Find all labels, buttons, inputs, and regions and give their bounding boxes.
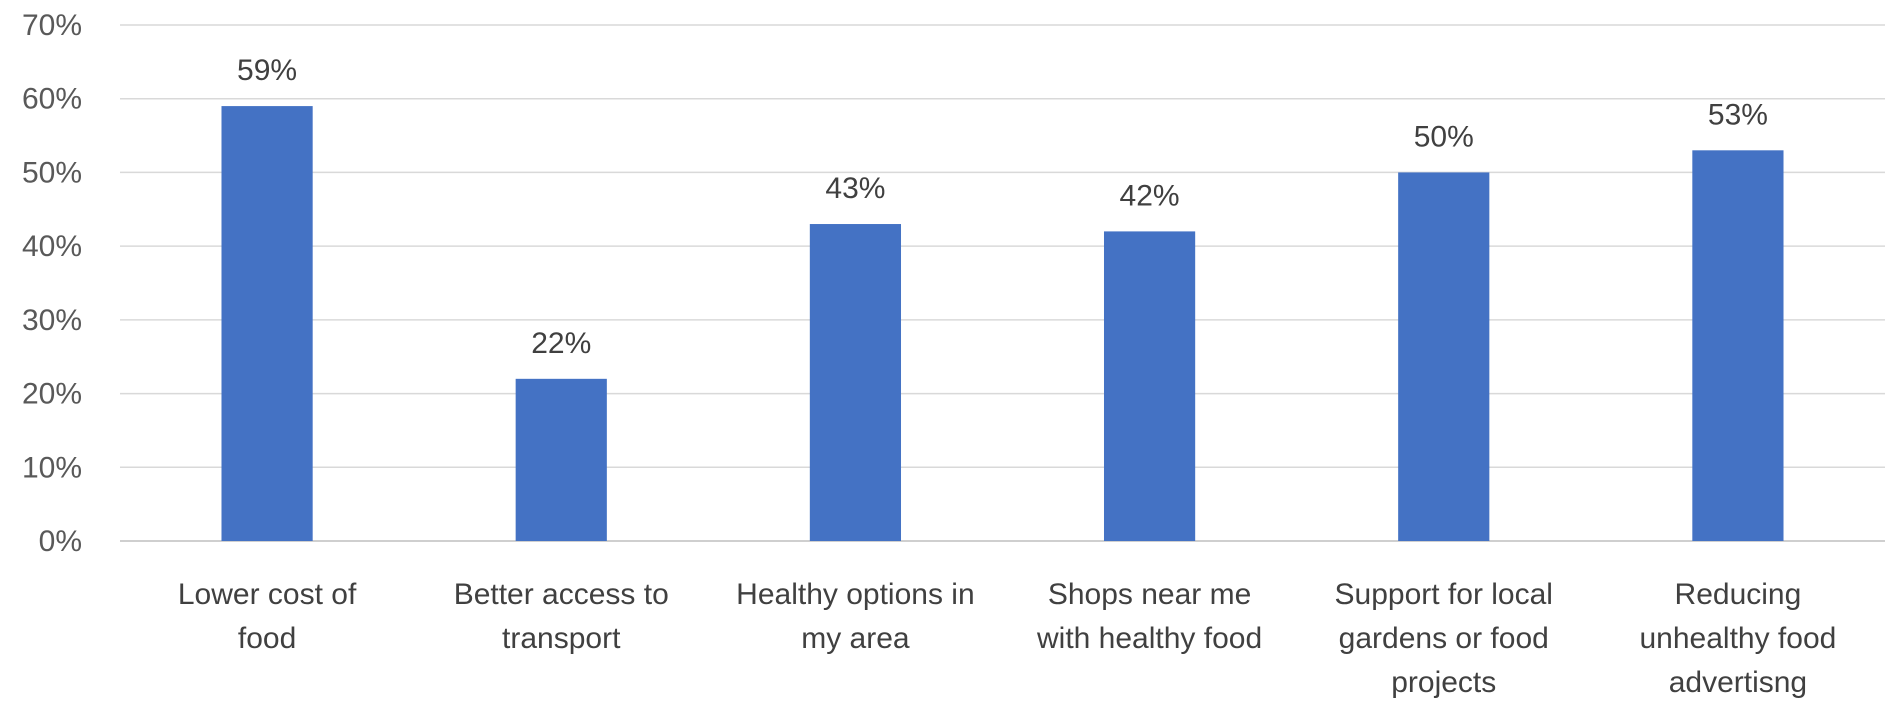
x-category-label: Better access to transport <box>454 578 669 655</box>
y-tick-label: 10% <box>22 451 82 484</box>
data-label: 59% <box>237 54 297 87</box>
category-labels: Lower cost of food Better access to transpo… <box>178 578 1836 699</box>
y-axis-tick-labels: 0% 10% 20% 30% 40% 50% 60% 70% <box>22 9 82 558</box>
bar <box>1692 150 1784 542</box>
x-category-label: Support for local gardens or food projects <box>1335 578 1553 699</box>
gridlines <box>120 24 1885 542</box>
bars <box>221 106 1784 542</box>
y-tick-label: 40% <box>22 230 82 263</box>
y-tick-label: 0% <box>39 525 82 558</box>
x-category-label: Shops near me with healthy food <box>1036 578 1262 655</box>
y-tick-label: 20% <box>22 378 82 411</box>
data-label: 53% <box>1708 98 1768 131</box>
bar <box>1398 172 1490 541</box>
bar <box>221 106 313 541</box>
x-category-label: Reducing unhealthy food advertisng <box>1639 578 1836 699</box>
x-category-label: Lower cost of food <box>178 578 357 655</box>
y-tick-label: 30% <box>22 304 82 337</box>
bar <box>809 224 902 541</box>
y-tick-label: 60% <box>22 83 82 116</box>
data-label: 42% <box>1120 179 1180 212</box>
y-tick-label: 50% <box>22 156 82 189</box>
bar <box>1103 231 1196 541</box>
data-labels: 59% 22% 43% 42% 50% 53% <box>237 54 1768 360</box>
data-label: 50% <box>1414 120 1474 153</box>
x-category-label: Healthy options in my area <box>736 578 974 655</box>
data-label: 22% <box>531 327 591 360</box>
data-label: 43% <box>825 172 885 205</box>
y-tick-label: 70% <box>22 9 82 42</box>
bar <box>515 378 607 541</box>
